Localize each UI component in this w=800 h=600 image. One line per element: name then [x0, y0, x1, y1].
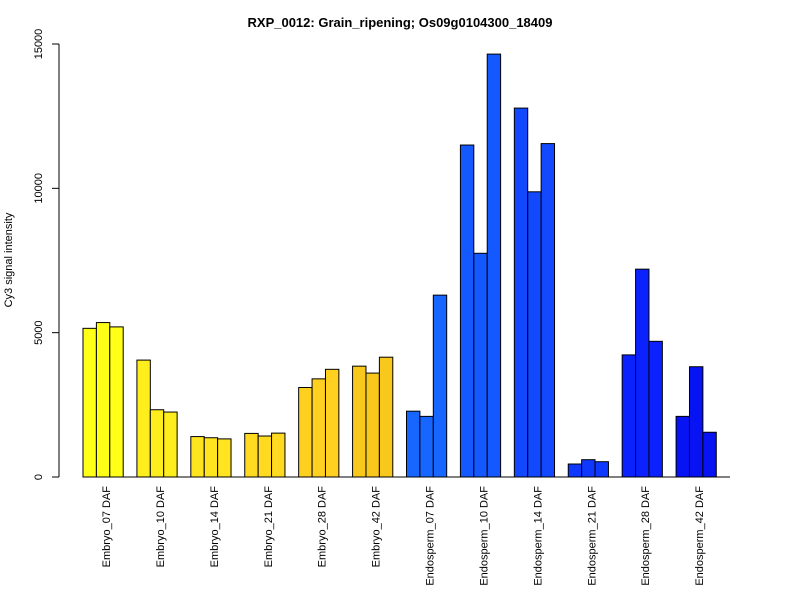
bar [702, 431, 717, 478]
bar [406, 410, 421, 478]
bar [311, 378, 326, 478]
x-tick-label: Embryo_14 DAF [209, 486, 221, 568]
bar [244, 432, 259, 478]
x-axis-labels: Embryo_07 DAF Embryo_10 DAF Embryo_14 DAF E… [101, 486, 706, 586]
y-tick-label: 15000 [33, 29, 45, 60]
x-tick-label: Embryo_42 DAF [371, 486, 383, 568]
bar [635, 268, 650, 478]
x-tick-label: Embryo_10 DAF [155, 486, 167, 568]
y-tick-label: 0 [33, 474, 45, 480]
bar [257, 435, 273, 478]
bar [432, 294, 448, 478]
bar [82, 327, 97, 478]
x-tick-label: Embryo_21 DAF [263, 486, 275, 568]
bar [567, 463, 583, 478]
x-tick-label: Endosperm_42 DAF [694, 486, 706, 586]
y-tick-label: 10000 [33, 173, 45, 204]
bar [109, 326, 124, 478]
bar [675, 415, 690, 478]
bar [95, 322, 111, 478]
bar [486, 53, 502, 478]
bar [203, 437, 219, 478]
bar [513, 107, 529, 478]
x-tick-label: Embryo_28 DAF [317, 486, 329, 568]
x-tick-label: Embryo_07 DAF [101, 486, 113, 568]
chart-title: RXP_0012: Grain_ripening; Os09g0104300_1… [248, 15, 553, 30]
bar [648, 340, 663, 478]
bar [136, 359, 151, 478]
bar [594, 461, 609, 478]
x-tick-label: Endosperm_28 DAF [640, 486, 652, 586]
bar [190, 436, 205, 478]
x-tick-label: Endosperm_14 DAF [532, 486, 544, 586]
bar [378, 356, 394, 478]
bar [324, 368, 340, 478]
bar [271, 432, 286, 478]
x-tick-label: Endosperm_07 DAF [425, 486, 437, 586]
bar [527, 191, 542, 478]
x-tick-label: Endosperm_10 DAF [478, 486, 490, 586]
bar [149, 409, 165, 478]
bar [688, 366, 704, 478]
y-axis: 0 5000 10000 15000 [33, 29, 60, 480]
bar [581, 459, 596, 478]
bar [473, 252, 488, 478]
bars [82, 53, 730, 478]
y-axis-label: Cy3 signal intensity [3, 212, 15, 307]
bar [298, 387, 313, 478]
bar [459, 144, 475, 478]
bar [540, 143, 556, 478]
bar [365, 372, 380, 478]
y-tick-label: 5000 [33, 320, 45, 344]
bar [352, 365, 367, 478]
bar [163, 411, 178, 478]
bar [419, 415, 434, 478]
x-tick-label: Endosperm_21 DAF [586, 486, 598, 586]
bar [621, 354, 637, 478]
bar [217, 438, 232, 478]
